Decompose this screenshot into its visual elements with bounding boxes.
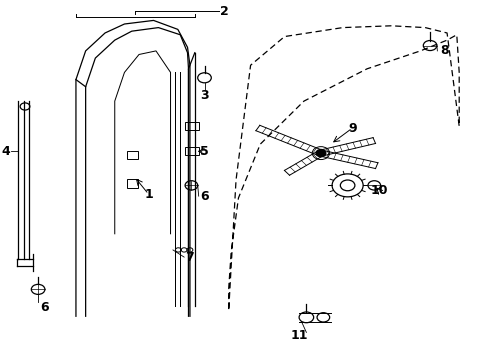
- Text: 10: 10: [369, 184, 387, 197]
- Text: 6: 6: [200, 190, 208, 203]
- Text: 4: 4: [1, 145, 10, 158]
- Text: 11: 11: [290, 329, 307, 342]
- Text: 3: 3: [200, 89, 208, 102]
- Text: 2: 2: [219, 5, 228, 18]
- Text: 1: 1: [144, 188, 153, 201]
- Circle shape: [315, 149, 325, 157]
- Text: 5: 5: [200, 145, 208, 158]
- Text: 7: 7: [185, 251, 194, 264]
- Text: 8: 8: [439, 44, 448, 57]
- Text: 9: 9: [347, 122, 356, 135]
- Text: 6: 6: [40, 301, 49, 314]
